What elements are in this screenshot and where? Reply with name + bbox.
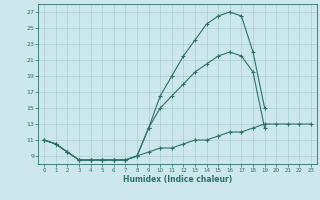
- X-axis label: Humidex (Indice chaleur): Humidex (Indice chaleur): [123, 175, 232, 184]
